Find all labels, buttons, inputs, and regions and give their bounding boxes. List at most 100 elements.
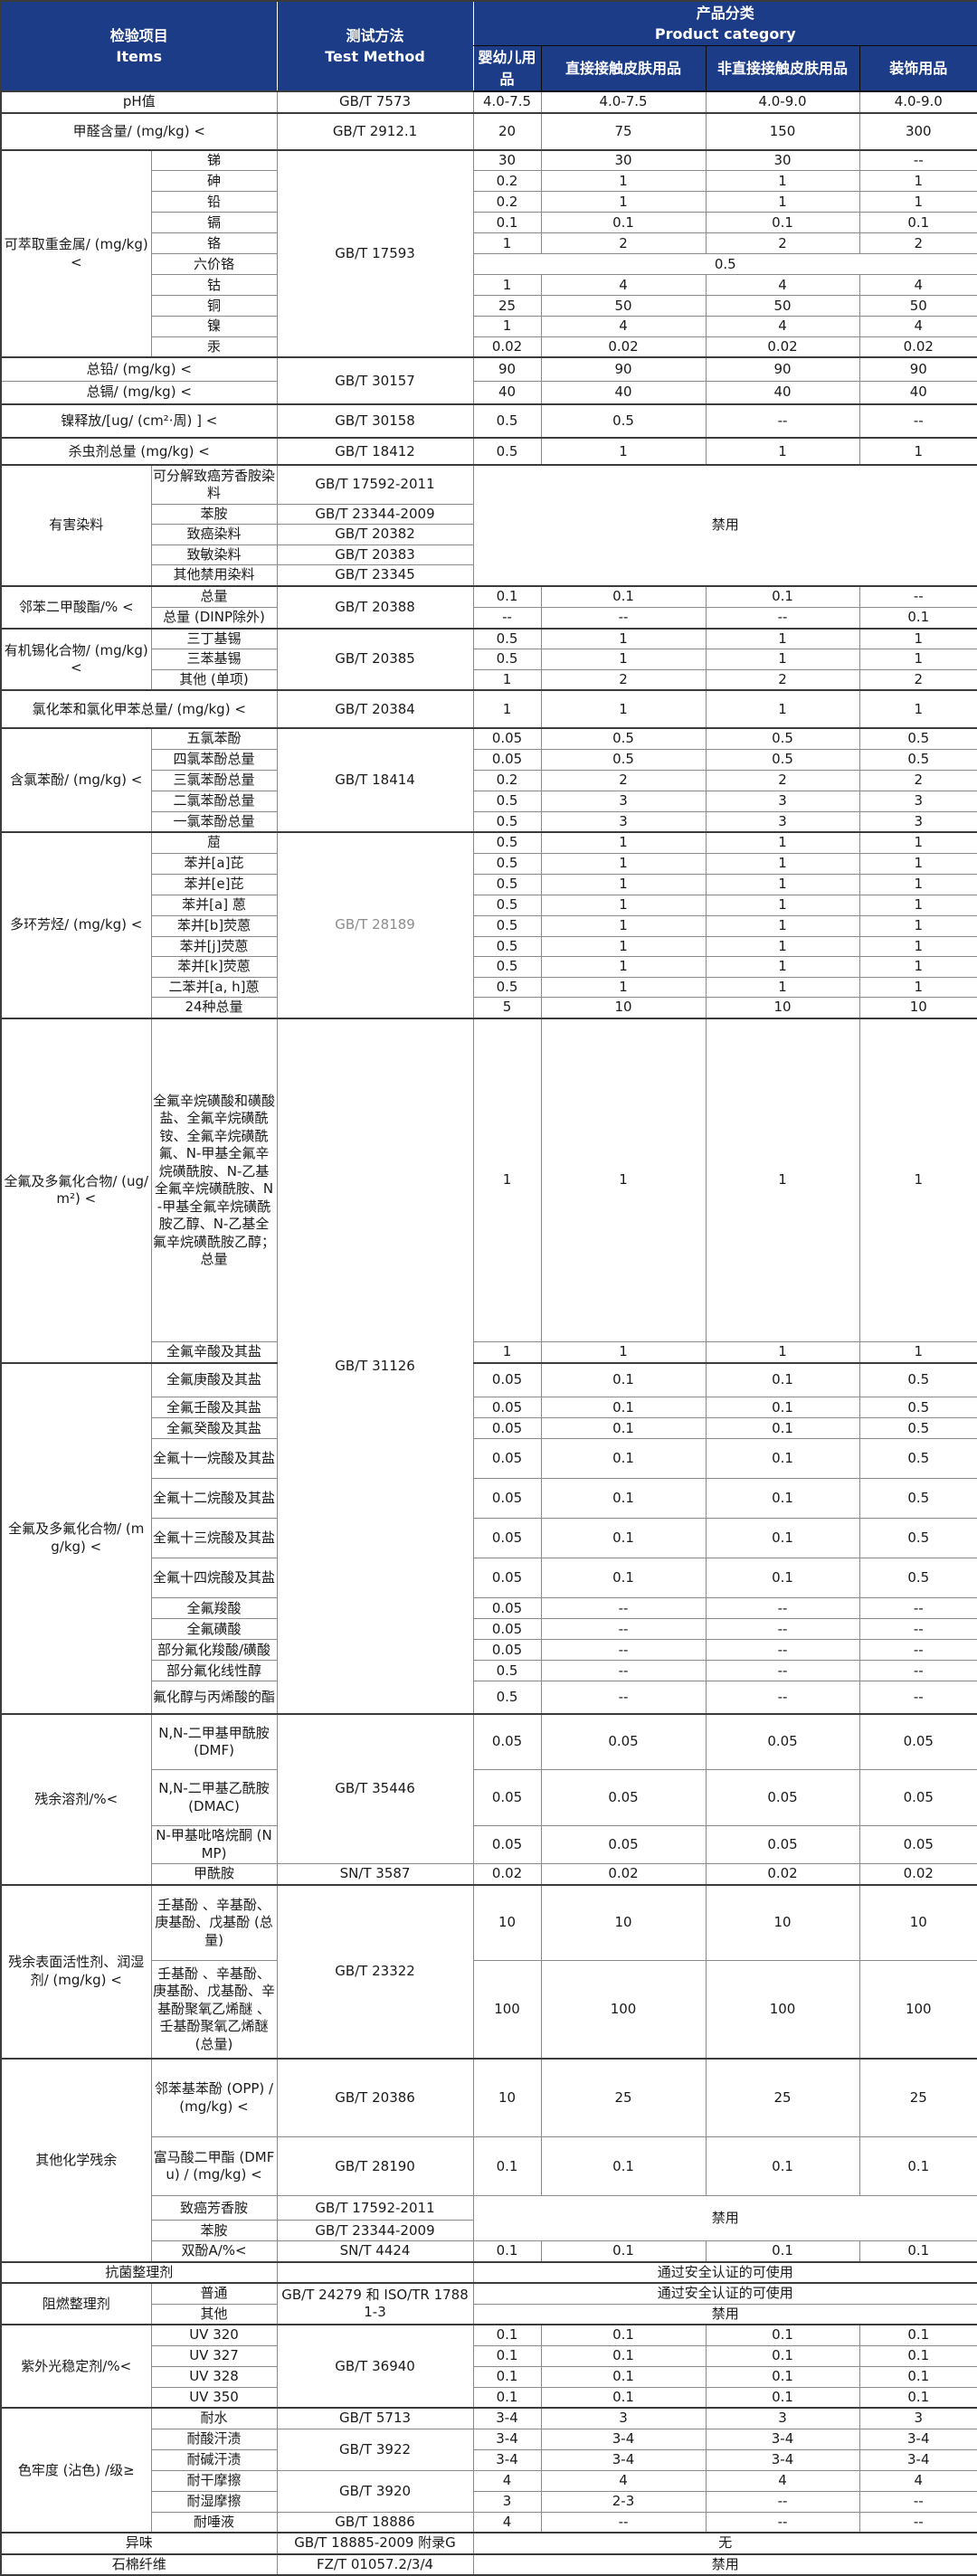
header-method-en: Test Method	[325, 47, 425, 65]
limit-value-cell: 1	[858, 437, 977, 466]
item-sub-label: 全氟庚酸及其盐	[150, 1361, 278, 1398]
limit-value-cell: 1	[705, 1341, 860, 1364]
limit-value-cell: 1	[858, 976, 977, 999]
item-sub-label: 致癌染料	[150, 524, 278, 545]
item-sub-label: 其他 (单项)	[150, 668, 278, 691]
limit-value-cell: 1	[705, 170, 860, 193]
limit-value-cell: 300	[858, 111, 977, 151]
table-row: 全氟磺酸 0.05 -- -- --	[1, 1618, 977, 1641]
limit-value-cell: 0.02	[540, 1863, 707, 1886]
table-row: 汞 0.02 0.02 0.02 0.02	[1, 336, 977, 358]
item-sub-label: 䓛	[150, 831, 278, 854]
limit-value-cell: 0.1	[540, 2240, 707, 2263]
table-row: 致癌染料 GB/T 20382	[1, 524, 977, 545]
limit-value-cell: 0.5	[472, 852, 542, 875]
limit-value-cell: 0.1	[705, 584, 860, 609]
limit-value-cell: 0.05	[540, 1825, 707, 1865]
limit-value-cell: 0.5	[858, 1438, 977, 1480]
table-row: 抗菌整理剂 通过安全认证的可使用	[0, 2260, 977, 2284]
limit-value-cell: 0.05	[472, 1518, 542, 1559]
limit-value-cell: 0.1	[705, 2136, 860, 2197]
table-row: pH值 GB/T 7573 4.0-7.5 4.0-7.5 4.0-9.0 4.0-9.0	[0, 90, 977, 114]
test-method-cell: GB/T 28189	[276, 831, 474, 1019]
limit-value-cell: 1	[540, 649, 707, 670]
limit-value-cell: 0.05	[472, 1618, 542, 1641]
limit-value-cell: 0.1	[472, 584, 542, 609]
limit-value-cell: --	[540, 1597, 707, 1620]
limit-value-cell: 1	[705, 956, 860, 978]
table-row: 全氟十二烷酸及其盐 0.05 0.1 0.1 0.5	[1, 1478, 977, 1520]
limit-value-cell: 40	[705, 380, 860, 405]
limit-value-cell: 4.0-7.5	[472, 90, 542, 114]
limit-value-cell: --	[540, 1681, 707, 1715]
item-sub-label: 四氯苯酚总量	[150, 748, 278, 771]
limit-value-cell: 1	[858, 627, 977, 650]
limit-value-cell: 1	[540, 1341, 707, 1364]
test-method-cell: FZ/T 01057.2/3/4	[276, 2552, 474, 2576]
limit-value-cell: 2	[540, 668, 707, 691]
limit-value-cell: --	[540, 1618, 707, 1641]
item-sub-label: 镉	[150, 212, 278, 234]
table-row: 砷 0.2 1 1 1	[1, 170, 977, 193]
limit-value-cell: --	[858, 1639, 977, 1662]
test-method-cell: GB/T 5713	[276, 2407, 474, 2429]
limit-value-cell: 0.1	[540, 2136, 707, 2197]
item-sub-label: 24种总量	[150, 997, 278, 1019]
limit-value-cell: 1	[858, 873, 977, 895]
item-group-label: 残余表面活性剂、润湿剂/ (mg/kg) <	[0, 1883, 152, 2060]
limit-value-cell: 0.02	[858, 1863, 977, 1886]
limit-value-cell: 0.5	[472, 956, 542, 978]
limit-value-cell: 1	[472, 274, 542, 297]
item-sub-label: 全氟壬酸及其盐	[150, 1397, 278, 1419]
limit-value-cell: 0.05	[472, 1397, 542, 1419]
limit-value-cell: 1	[858, 852, 977, 875]
limit-value-cell: 0.1	[705, 2240, 860, 2263]
table-row: 耐湿摩擦 3 2-3 -- --	[1, 2490, 977, 2513]
table-row: 甲酰胺 SN/T 3587 0.02 0.02 0.02 0.02	[1, 1863, 977, 1886]
limit-value-cell: 0.02	[858, 336, 977, 358]
item-sub-label: 壬基酚 、辛基酚、庚基酚、戊基酚、辛基酚聚氧乙烯醚 、壬基酚聚氧乙烯醚 (总量)	[150, 1960, 278, 2060]
limit-value-cell: 3	[858, 2407, 977, 2429]
item-sub-label: UV 350	[150, 2386, 278, 2409]
limit-value-cell: 90	[705, 356, 860, 382]
table-row: 苯并[a] 蒽 0.5 1 1 1	[1, 894, 977, 916]
limit-value-cell: 3	[705, 790, 860, 812]
table-row: 邻苯二甲酸酯/% < 总量 GB/T 20388 0.1 0.1 0.1 --	[0, 584, 977, 630]
limit-value-cell: 0.5	[472, 437, 542, 466]
item-sub-label: 耐唾液	[150, 2511, 278, 2533]
limit-value-cell: 0.05	[540, 1769, 707, 1827]
table-row: 可萃取重金属/ (mg/kg) < 锑 GB/T 17593 30 30 30 --	[0, 148, 977, 358]
table-row: 耐干摩擦 GB/T 3920 4 4 4 4	[1, 2469, 977, 2513]
item-group-label: 异味	[0, 2532, 278, 2555]
item-group-label: 氯化苯和氯化甲苯总量/ (mg/kg) <	[0, 689, 278, 729]
table-row: N-甲基吡咯烷酮 (NMP) 0.05 0.05 0.05 0.05	[1, 1825, 977, 1865]
test-method-cell: GB/T 31126	[276, 1017, 474, 1715]
item-sub-label: 全氟十一烷酸及其盐	[150, 1438, 278, 1480]
test-method-cell: GB/T 3920	[276, 2469, 474, 2513]
limit-value-cell: 3-4	[858, 2448, 977, 2471]
item-sub-label: 总量	[150, 584, 278, 609]
limit-value-cell: 1	[705, 935, 860, 958]
table-row: 总镉/ (mg/kg) <40 40 40 40	[0, 380, 977, 405]
limit-value-cell: 0.05	[472, 1712, 542, 1771]
item-sub-label: 全氟辛烷磺酸和磺酸盐、全氟辛烷磺酰铵、全氟辛烷磺酰氟、N-甲基全氟辛烷磺酰胺、N…	[150, 1017, 278, 1343]
table-row: 紫外光稳定剂/%< UV 320 GB/T 36940 0.1 0.1 0.1 0.1	[0, 2324, 977, 2409]
merged-note-cell: 无	[472, 2532, 977, 2555]
item-group-label: 色牢度 (沾色) /级≥	[0, 2407, 152, 2533]
limit-value-cell: 2	[705, 668, 860, 691]
test-method-cell: GB/T 3922	[276, 2428, 474, 2471]
limit-value-cell: 2	[858, 232, 977, 255]
limit-value-cell: --	[705, 1681, 860, 1715]
limit-value-cell: 40	[858, 380, 977, 405]
limit-value-cell: --	[540, 2511, 707, 2533]
limit-value-cell: 25	[858, 2057, 977, 2138]
limit-value-cell: 0.2	[472, 769, 542, 791]
limit-value-cell: 4	[705, 274, 860, 297]
limit-value-cell: 0.5	[472, 976, 542, 999]
table-row: 甲醛含量/ (mg/kg) < GB/T 2912.1 20 75 150 300	[0, 111, 977, 151]
table-row: 总铅/ (mg/kg) < GB/T 30157 90 90 90 90	[0, 356, 977, 405]
limit-value-cell: 1	[540, 437, 707, 466]
limit-value-cell: 50	[540, 295, 707, 317]
test-method-cell: SN/T 3587	[276, 1863, 474, 1886]
